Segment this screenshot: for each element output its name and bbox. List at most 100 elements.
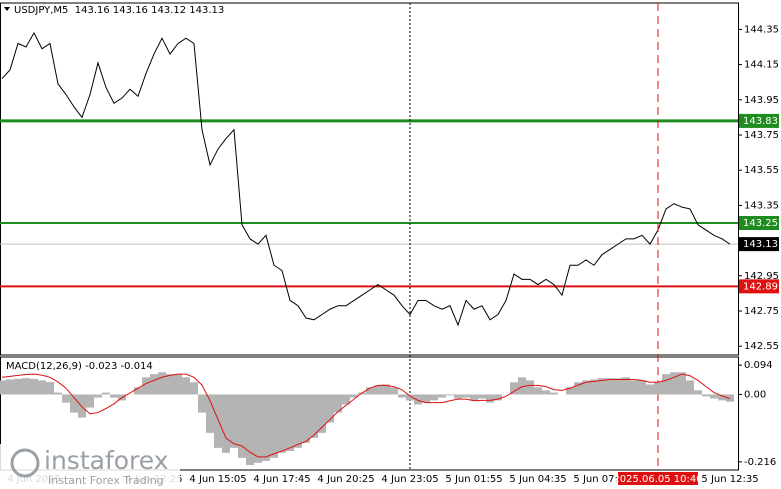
macd-bar: [102, 392, 110, 395]
macd-bar: [302, 394, 310, 443]
y-tick-label: 143.35: [744, 200, 779, 211]
macd-bar: [486, 394, 494, 403]
macd-bar: [294, 394, 302, 448]
level-label: 143.25: [743, 218, 778, 229]
macd-bar: [438, 394, 446, 398]
macd-bar: [542, 390, 550, 395]
macd-bar: [326, 394, 334, 423]
level-label: 143.83: [743, 116, 778, 127]
level-label-bg: [739, 279, 779, 294]
macd-bar: [286, 394, 294, 451]
macd-bar: [702, 394, 710, 397]
macd-bar: [206, 394, 214, 433]
macd-bar: [334, 394, 342, 413]
macd-bar: [590, 379, 598, 395]
macd-bar: [350, 394, 358, 398]
macd-bar: [470, 394, 478, 401]
x-tick-label: 4 Jun 15:05: [189, 474, 246, 485]
price-line: [1, 31, 731, 327]
last-price-label-bg: [739, 237, 779, 252]
macd-bar: [254, 394, 262, 463]
y-tick-label: 142.95: [744, 271, 779, 282]
macd-bar: [366, 387, 374, 395]
x-tick-label: 5 Jun 07:15: [573, 474, 630, 485]
x-tick-label: 4 Jun 17:45: [253, 474, 310, 485]
macd-bar: [0, 380, 6, 395]
macd-bar: [654, 382, 662, 395]
y-tick-label: 144.15: [744, 60, 779, 71]
macd-bar: [694, 390, 702, 395]
y-tick-label: 0.00: [744, 389, 766, 400]
macd-bar: [606, 378, 614, 395]
macd-bar: [190, 382, 198, 395]
y-tick-label: 142.55: [744, 341, 779, 352]
x-tick-label: 5 Jun 01:55: [445, 474, 502, 485]
macd-bar: [534, 387, 542, 395]
macd-bar: [710, 394, 718, 399]
level-label-bg: [739, 113, 779, 128]
macd-bar: [670, 372, 678, 395]
macd-bar: [182, 377, 190, 395]
macd-bar: [622, 377, 630, 395]
y-tick-label: 144.35: [744, 24, 779, 35]
macd-bar: [582, 380, 590, 395]
macd-bar: [662, 374, 670, 395]
y-tick-label: -0.216: [744, 457, 776, 468]
macd-bar: [510, 382, 518, 395]
macd-bar: [262, 394, 270, 461]
macd-bar: [246, 394, 254, 466]
macd-bar: [718, 394, 726, 401]
macd-bar: [598, 378, 606, 395]
level-label-bg: [739, 216, 779, 230]
macd-bar: [422, 394, 430, 403]
panel-frame: [0, 2, 739, 356]
x-tick-label: 5 Jun 12:35: [701, 474, 758, 485]
macd-bar: [14, 378, 22, 395]
macd-bar: [30, 378, 38, 395]
macd-bar: [310, 394, 318, 438]
x-tick-label: 5 Jun 04:35: [509, 474, 566, 485]
macd-bar: [174, 374, 182, 395]
macd-bar: [406, 394, 414, 401]
y-tick-label: 143.55: [744, 165, 779, 176]
macd-bar: [150, 374, 158, 395]
macd-bar: [70, 394, 78, 413]
chart-title: USDJPY,M5 143.16 143.16 143.12 143.13: [14, 5, 224, 16]
macd-bar: [414, 394, 422, 405]
macd-bar: [494, 394, 502, 401]
macd-bar: [518, 377, 526, 395]
macd-bar: [574, 382, 582, 395]
macd-bar: [278, 394, 286, 453]
macd-bar: [614, 378, 622, 395]
x-tick-label: 4 Jun 23:05: [381, 474, 438, 485]
macd-bar: [446, 394, 454, 396]
signal-line: [1, 373, 731, 458]
macd-bar: [214, 394, 222, 448]
macd-bar: [86, 394, 94, 408]
macd-bar: [638, 380, 646, 395]
macd-bar: [566, 387, 574, 395]
macd-bar: [398, 394, 406, 398]
macd-bar: [110, 394, 118, 398]
panel-frame: [0, 356, 739, 471]
macd-bar: [678, 372, 686, 395]
watermark-brand: instaforex: [44, 446, 169, 475]
macd-bar: [54, 392, 62, 395]
macd-bar: [62, 394, 70, 403]
macd-bar: [38, 380, 46, 395]
y-tick-label: 142.75: [744, 306, 779, 317]
macd-bar: [198, 394, 206, 413]
macd-bar: [46, 381, 54, 395]
watermark-tagline: Instant Forex Trading: [48, 474, 164, 487]
macd-bar: [462, 394, 470, 398]
level-label: 142.89: [743, 281, 778, 292]
macd-bar: [478, 394, 486, 399]
macd-bar: [550, 392, 558, 395]
y-tick-label: 143.75: [744, 130, 779, 141]
macd-bar: [630, 380, 638, 395]
y-tick-label: 143.95: [744, 95, 779, 106]
macd-bar: [6, 379, 14, 395]
macd-bar: [374, 385, 382, 395]
x-tick-label: 2025.06.05 10:40: [613, 474, 702, 485]
